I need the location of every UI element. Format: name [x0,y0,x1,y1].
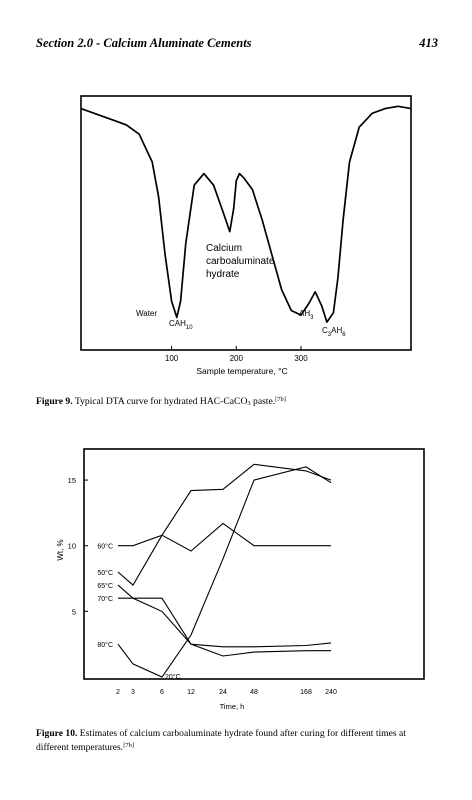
fig10-x-tick-label: 240 [325,689,337,696]
fig10-caption-text: Estimates of calcium carboaluminate hydr… [36,728,406,753]
fig10-caption-ref: [7b] [123,742,135,749]
fig9-c3ah6-c: C [322,326,328,335]
fig10-x-ticks: 2 3 6 12 24 48 168 240 [116,689,337,696]
fig9-c3ah6-ah: AH [331,326,342,335]
fig9-ah3-main: AH [299,309,310,318]
fig9-x-ticks: 100 200 300 [165,346,308,363]
fig9-x-tick-label: 100 [165,354,179,363]
fig10-series-line [117,584,332,648]
figure-9-dta-chart: 100 200 300 Sample temperature, °C Calcium… [80,95,412,376]
page-number: 413 [419,36,438,50]
fig9-caption-label: Figure 9. [36,396,73,407]
fig10-caption-label: Figure 10. [36,728,78,739]
fig9-calcium-label-line2: carboaluminate [206,256,275,267]
fig10-series-label: 50°C [97,569,113,577]
fig9-caption-text: Typical DTA curve for hydrated HAC-CaCO [72,396,248,407]
figure-10-line-chart: 60°C 50°C 65°C 70°C 80°C 20°C 5 10 15 2 3 6 12 24 48… [56,448,425,711]
fig10-x-tick-label: 24 [219,689,227,696]
fig9-c3ah6-label: C3AH6 [322,326,346,338]
fig10-y-tick-label: 10 [68,542,76,551]
fig10-x-tick-label: 6 [160,689,164,696]
fig10-series-label: 20°C [165,673,181,681]
fig9-cah10-sub: 10 [186,325,193,331]
fig10-series-label: 65°C [97,582,113,590]
fig9-x-tick-label: 300 [294,354,308,363]
fig10-series-label: 70°C [97,595,113,603]
fig9-ah3-label: AH3 [299,309,314,321]
fig10-x-tick-label: 2 [116,689,120,696]
fig9-caption-text-after: paste. [250,396,276,407]
fig9-dta-curve [80,105,412,323]
running-header: Section 2.0 - Calcium Aluminate Cements … [36,36,438,54]
fig10-x-tick-label: 168 [300,689,312,696]
fig10-series-lines [117,463,332,678]
fig10-series-line [117,466,332,678]
figure-9-caption: Figure 9. Typical DTA curve for hydrated… [36,394,440,410]
fig10-series-label: 80°C [97,641,113,649]
fig10-x-tick-label: 48 [250,689,258,696]
fig9-cah10-main: CAH [169,319,186,328]
fig9-water-label: Water [136,309,157,318]
fig9-x-axis-label: Sample temperature, °C [196,366,287,376]
fig10-y-axis-label: Wt, % [56,539,65,560]
fig9-x-tick-label: 200 [230,354,244,363]
fig10-x-tick-label: 3 [131,689,135,696]
fig9-caption-sub: 3 [247,400,251,407]
fig9-c3ah6-sub2: 6 [342,332,346,338]
fig10-series-line [117,463,332,586]
fig10-y-ticks: 5 10 15 [68,476,88,616]
fig10-frame [83,448,425,680]
fig10-y-tick-label: 5 [72,607,76,616]
fig10-series-labels: 60°C 50°C 65°C 70°C 80°C 20°C [97,543,180,681]
fig10-series-label: 60°C [97,543,113,551]
fig9-caption-ref: [7b] [275,396,286,403]
fig10-y-tick-label: 15 [68,476,76,485]
fig9-cah10-label: CAH10 [169,319,193,331]
section-title: Section 2.0 - Calcium Aluminate Cements [36,36,252,50]
fig9-c3ah6-sub1: 3 [328,332,332,338]
fig10-x-axis-label: Time, h [220,702,245,711]
fig10-series-line [118,597,331,657]
fig9-calcium-label-line3: hydrate [206,269,240,280]
fig9-calcium-label-line1: Calcium [206,243,242,254]
fig9-frame [80,95,412,351]
fig9-ah3-sub: 3 [310,315,314,321]
fig10-series-line [118,522,331,552]
fig10-x-tick-label: 12 [187,689,195,696]
figure-10-caption: Figure 10. Estimates of calcium carboalu… [36,728,440,754]
